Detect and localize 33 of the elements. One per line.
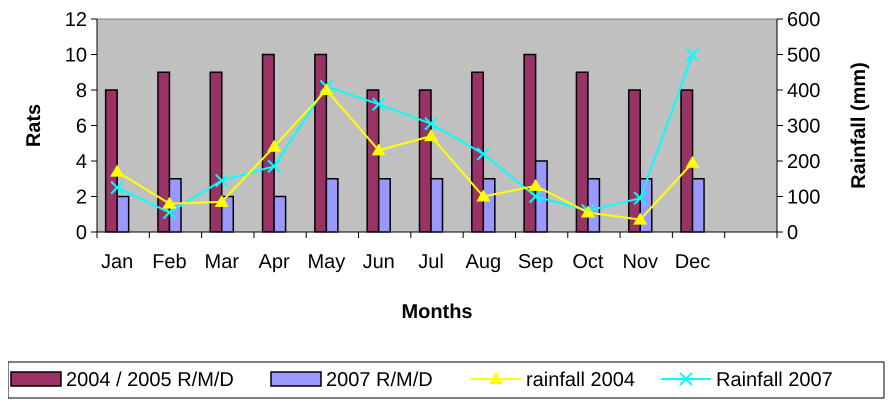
x-tick-label: Mar: [204, 251, 240, 273]
x-tick-label: Aug: [466, 251, 502, 273]
y-tick-label: 0: [76, 222, 87, 244]
y2-tick-label: 200: [787, 151, 820, 173]
y2-tick-label: 0: [787, 222, 798, 244]
x-tick-label: Jul: [418, 251, 444, 273]
x-tick-label: Nov: [622, 251, 658, 273]
y-tick-label: 10: [64, 44, 87, 66]
y2-tick-label: 400: [787, 80, 820, 102]
y-tick-label: 2: [76, 186, 87, 208]
x-tick-label: Apr: [258, 251, 290, 273]
x-tick-label: Sep: [518, 251, 554, 273]
y2-axis-title: Rainfall (mm): [848, 62, 870, 189]
y2-tick-label: 300: [787, 116, 820, 138]
x-tick-label: May: [307, 251, 346, 273]
y-tick-label: 6: [76, 116, 87, 138]
x-tick-label: Feb: [152, 251, 187, 273]
legend-label: rainfall 2004: [526, 369, 635, 391]
legend-label: 2004 / 2005 R/M/D: [66, 369, 234, 391]
x-tick-label: Jun: [362, 251, 395, 273]
x-tick-label: Jan: [101, 251, 134, 273]
y2-tick-label: 100: [787, 186, 820, 208]
legend-label: 2007 R/M/D: [326, 369, 433, 391]
x-tick-label: Oct: [572, 251, 604, 273]
y-tick-label: 8: [76, 80, 87, 102]
x-axis-title: Months: [401, 301, 473, 323]
y2-tick-label: 600: [787, 9, 820, 31]
y-tick-label: 12: [64, 9, 87, 31]
y-axis-title: Rats: [23, 104, 45, 148]
y2-tick-label: 500: [787, 44, 820, 66]
legend-label: Rainfall 2007: [716, 369, 833, 391]
y-tick-label: 4: [76, 151, 87, 173]
x-tick-label: Dec: [674, 251, 710, 273]
